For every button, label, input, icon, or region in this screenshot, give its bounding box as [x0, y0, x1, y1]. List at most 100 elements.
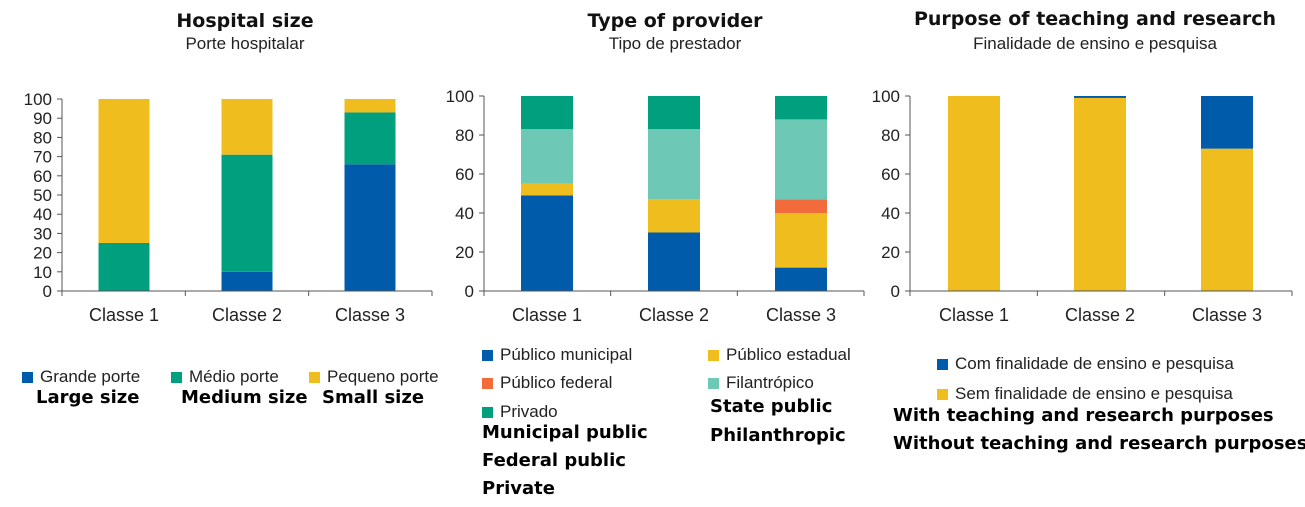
- chart3-bar-classe-3-com-finalidade-de-ensino-e-pesquisa: [1201, 96, 1253, 149]
- translation-large-size: Large size: [36, 387, 140, 408]
- chart1-bar-classe-3-pequeno-porte: [344, 99, 396, 113]
- chart1-y-tick-label: 40: [33, 205, 52, 224]
- chart3-subtitle: Finalidade de ensino e pesquisa: [973, 34, 1217, 53]
- chart1-y-tick-label: 60: [33, 167, 52, 186]
- chart2-y-tick-label: 0: [465, 282, 474, 301]
- legend-swatch-publico-municipal: [482, 349, 493, 361]
- translation-philanthropic: Philanthropic: [710, 425, 846, 446]
- chart1-bar-classe-1-medio-porte: [98, 243, 150, 291]
- chart3-y-tick-label: 40: [881, 204, 900, 223]
- chart1-y-tick-label: 90: [33, 109, 52, 128]
- chart1-x-tick-label-classe-1: Classe 1: [89, 305, 159, 325]
- chart1-y-tick-label: 50: [33, 186, 52, 205]
- translation-municipal-public: Municipal public: [482, 422, 648, 443]
- chart1-y-tick-label: 30: [33, 224, 52, 243]
- chart2-bar-classe-3-privado: [775, 96, 827, 120]
- chart2-x-tick-label-classe-1: Classe 1: [512, 305, 582, 325]
- legend-item-filantropico: Filantrópico: [708, 373, 814, 393]
- legend-item-medio-porte: Médio porte: [171, 367, 279, 387]
- chart1-y-tick-label: 100: [24, 90, 52, 109]
- chart2-bar-classe-3-publico-federal: [775, 199, 827, 213]
- chart1-y-tick-label: 0: [43, 282, 52, 301]
- chart3-bar-classe-3-sem-finalidade-de-ensino-e-pesquisa: [1201, 148, 1253, 291]
- chart1-bar-classe-1-pequeno-porte: [98, 99, 150, 243]
- chart1-x-tick-label-classe-2: Classe 2: [212, 305, 282, 325]
- chart2-bar-classe-3-publico-estadual: [775, 213, 827, 268]
- translation-medium-size: Medium size: [181, 387, 308, 408]
- chart3-title: Purpose of teaching and research: [913, 8, 1277, 30]
- legend-swatch-sem-finalidade: [937, 388, 948, 400]
- chart3-y-tick-label: 20: [881, 243, 900, 262]
- chart1-x-tick-label-classe-3: Classe 3: [335, 305, 405, 325]
- legend-item-publico-estadual: Público estadual: [708, 345, 851, 365]
- chart2-bar-classe-1-publico-estadual: [521, 183, 573, 196]
- chart3-x-tick-label-classe-3: Classe 3: [1192, 305, 1262, 325]
- legend-label-pequeno-porte: Pequeno porte: [327, 367, 439, 386]
- chart2-x-tick-label-classe-2: Classe 2: [639, 305, 709, 325]
- chart1-y-tick-label: 70: [33, 148, 52, 167]
- legend-swatch-publico-federal: [482, 377, 493, 389]
- chart2-bar-classe-3-filantropico: [775, 119, 827, 200]
- chart2-bar-classe-1-privado: [521, 96, 573, 130]
- chart1-y-tick-label: 20: [33, 244, 52, 263]
- chart3-y-tick-label: 0: [891, 282, 900, 301]
- chart2-y-tick-label: 40: [455, 204, 474, 223]
- chart2-bar-classe-3-publico-municipal: [775, 267, 827, 291]
- translation-private: Private: [482, 478, 555, 499]
- legend-swatch-com-finalidade: [937, 358, 948, 370]
- chart2-bar-classe-2-publico-municipal: [648, 232, 700, 291]
- legend-item-privado: Privado: [482, 402, 558, 422]
- legend-item-com-finalidade: Com finalidade de ensino e pesquisa: [937, 354, 1234, 374]
- chart2-y-tick-label: 100: [446, 87, 474, 106]
- translation-without-teaching: Without teaching and research purposes: [893, 433, 1305, 454]
- chart2-title: Type of provider: [587, 10, 763, 32]
- chart2-bar-classe-1-publico-municipal: [521, 195, 573, 291]
- legend-label-sem-finalidade: Sem finalidade de ensino e pesquisa: [955, 384, 1233, 403]
- legend-label-grande-porte: Grande porte: [40, 367, 141, 386]
- legend-label-publico-municipal: Público municipal: [500, 345, 633, 364]
- chart1-bar-classe-3-grande-porte: [344, 164, 396, 291]
- chart3-bar-classe-2-sem-finalidade-de-ensino-e-pesquisa: [1074, 97, 1126, 291]
- translation-with-teaching: With teaching and research purposes: [893, 405, 1274, 426]
- chart2-y-tick-label: 80: [455, 126, 474, 145]
- chart1-y-tick-label: 80: [33, 128, 52, 147]
- chart2-bar-classe-2-publico-estadual: [648, 199, 700, 233]
- chart1-subtitle: Porte hospitalar: [185, 34, 305, 53]
- legend-swatch-pequeno-porte: [309, 371, 320, 383]
- legend-swatch-filantropico: [708, 377, 719, 389]
- chart1-bar-classe-2-medio-porte: [221, 154, 273, 272]
- legend-swatch-grande-porte: [22, 371, 33, 383]
- chart3-y-tick-label: 60: [881, 165, 900, 184]
- chart1-y-tick-label: 10: [33, 263, 52, 282]
- chart2-bar-classe-2-privado: [648, 96, 700, 130]
- chart2-y-tick-label: 20: [455, 243, 474, 262]
- translation-small-size: Small size: [322, 387, 425, 408]
- legend-swatch-privado: [482, 406, 493, 418]
- translation-federal-public: Federal public: [482, 450, 626, 471]
- chart3-y-tick-label: 100: [872, 87, 900, 106]
- chart2-subtitle: Tipo de prestador: [608, 34, 742, 53]
- legend-label-publico-estadual: Público estadual: [726, 345, 851, 364]
- legend-item-sem-finalidade: Sem finalidade de ensino e pesquisa: [937, 384, 1233, 404]
- legend-label-filantropico: Filantrópico: [726, 373, 814, 392]
- legend-label-privado: Privado: [500, 402, 558, 421]
- chart1-bar-classe-3-medio-porte: [344, 112, 396, 165]
- chart3-y-tick-label: 80: [881, 126, 900, 145]
- legend-label-publico-federal: Público federal: [500, 373, 613, 392]
- chart1-bar-classe-2-grande-porte: [221, 271, 273, 291]
- legend-swatch-publico-estadual: [708, 349, 719, 361]
- legend-item-publico-municipal: Público municipal: [482, 345, 632, 365]
- chart3-bar-classe-1-sem-finalidade-de-ensino-e-pesquisa: [948, 96, 1000, 291]
- legend-item-publico-federal: Público federal: [482, 373, 612, 393]
- chart1-title: Hospital size: [176, 10, 314, 32]
- chart3-bar-classe-2-com-finalidade-de-ensino-e-pesquisa: [1074, 96, 1126, 98]
- chart2-y-tick-label: 60: [455, 165, 474, 184]
- legend-item-grande-porte: Grande porte: [22, 367, 140, 387]
- translation-state-public: State public: [710, 396, 833, 417]
- chart2-bar-classe-1-filantropico: [521, 129, 573, 184]
- chart2-x-tick-label-classe-3: Classe 3: [766, 305, 836, 325]
- chart2-bar-classe-2-filantropico: [648, 129, 700, 200]
- chart1-bar-classe-2-pequeno-porte: [221, 99, 273, 155]
- chart3-x-tick-label-classe-2: Classe 2: [1065, 305, 1135, 325]
